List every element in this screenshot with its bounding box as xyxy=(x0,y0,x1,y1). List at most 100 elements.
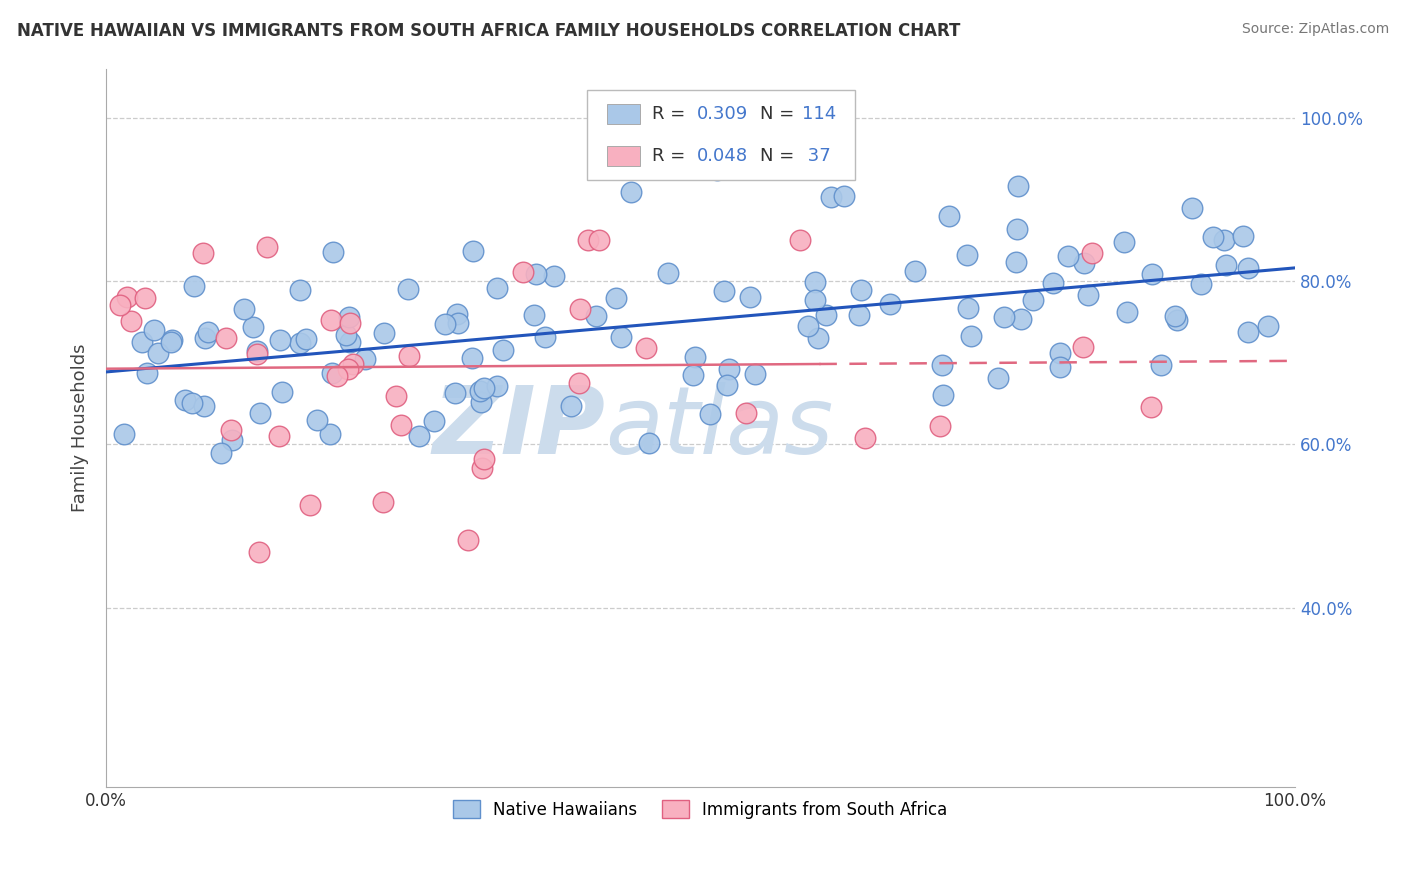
Point xyxy=(1164,310,1187,324)
Point xyxy=(683,350,706,364)
Point xyxy=(472,381,495,395)
Point xyxy=(191,246,214,260)
Text: 114: 114 xyxy=(801,105,835,123)
FancyBboxPatch shape xyxy=(588,90,855,180)
Point xyxy=(246,344,269,359)
Point xyxy=(1181,201,1204,215)
Point xyxy=(716,378,738,392)
Point xyxy=(180,396,202,410)
Point xyxy=(471,461,494,475)
Point xyxy=(706,162,728,177)
Point xyxy=(636,341,658,355)
Point xyxy=(485,281,508,295)
Point xyxy=(789,233,811,247)
Point xyxy=(1236,325,1258,339)
Point xyxy=(221,433,243,447)
Point xyxy=(987,370,1010,384)
Point xyxy=(1237,261,1260,276)
Point xyxy=(194,331,217,345)
Point xyxy=(269,333,291,347)
Legend: Native Hawaiians, Immigrants from South Africa: Native Hawaiians, Immigrants from South … xyxy=(447,794,955,826)
Point xyxy=(853,431,876,445)
Point xyxy=(214,331,236,345)
Point xyxy=(1189,277,1212,291)
Point xyxy=(384,389,406,403)
Point xyxy=(931,358,953,372)
Point xyxy=(326,369,349,384)
Text: N =: N = xyxy=(759,146,800,165)
Point xyxy=(761,143,783,157)
Point xyxy=(803,293,825,307)
FancyBboxPatch shape xyxy=(606,145,640,166)
Point xyxy=(246,347,269,361)
Point xyxy=(389,417,412,432)
Point xyxy=(1257,319,1279,334)
Point xyxy=(807,330,830,344)
Point xyxy=(461,351,484,366)
Point xyxy=(335,327,357,342)
Point xyxy=(657,266,679,280)
Point xyxy=(1149,359,1171,373)
Point xyxy=(193,399,215,413)
Point xyxy=(1005,222,1028,236)
Point xyxy=(423,414,446,428)
Point xyxy=(174,392,197,407)
Point xyxy=(134,292,156,306)
Point xyxy=(322,244,344,259)
Point xyxy=(318,426,340,441)
Point xyxy=(337,361,360,376)
Point xyxy=(588,233,610,247)
Point xyxy=(1010,312,1032,326)
Point xyxy=(1022,293,1045,308)
Point xyxy=(470,394,492,409)
Point xyxy=(108,298,131,312)
Point xyxy=(932,387,955,401)
Text: 0.309: 0.309 xyxy=(697,105,748,123)
Point xyxy=(797,319,820,334)
Point xyxy=(256,240,278,254)
Point xyxy=(1007,178,1029,193)
Point xyxy=(321,366,343,380)
Point xyxy=(959,328,981,343)
Point xyxy=(929,418,952,433)
Point xyxy=(269,429,291,443)
Point xyxy=(605,291,627,305)
Point xyxy=(146,346,169,360)
Point xyxy=(744,368,766,382)
Point xyxy=(112,427,135,442)
Point xyxy=(408,429,430,443)
Point xyxy=(319,312,342,326)
Y-axis label: Family Households: Family Households xyxy=(72,343,89,512)
Point xyxy=(398,350,420,364)
FancyBboxPatch shape xyxy=(606,104,640,124)
Point xyxy=(524,267,547,281)
Point xyxy=(713,284,735,298)
Point xyxy=(543,268,565,283)
Point xyxy=(373,326,395,340)
Text: 37: 37 xyxy=(801,146,831,165)
Point xyxy=(354,352,377,367)
Point xyxy=(232,302,254,317)
Point xyxy=(1049,345,1071,359)
Point xyxy=(183,279,205,293)
Text: ZIP: ZIP xyxy=(433,382,606,474)
Point xyxy=(298,498,321,512)
Point xyxy=(249,406,271,420)
Point xyxy=(938,209,960,223)
Point xyxy=(1140,401,1163,415)
Point xyxy=(294,332,316,346)
Point xyxy=(1232,229,1254,244)
Point xyxy=(533,330,555,344)
Point xyxy=(159,335,181,350)
Text: N =: N = xyxy=(759,105,800,123)
Point xyxy=(568,376,591,390)
Point xyxy=(115,290,138,304)
Point xyxy=(832,188,855,202)
Point xyxy=(1201,229,1223,244)
Point xyxy=(160,333,183,347)
Point xyxy=(472,452,495,467)
Point xyxy=(1112,235,1135,250)
Point xyxy=(956,248,979,262)
Point xyxy=(1116,305,1139,319)
Point xyxy=(242,320,264,334)
